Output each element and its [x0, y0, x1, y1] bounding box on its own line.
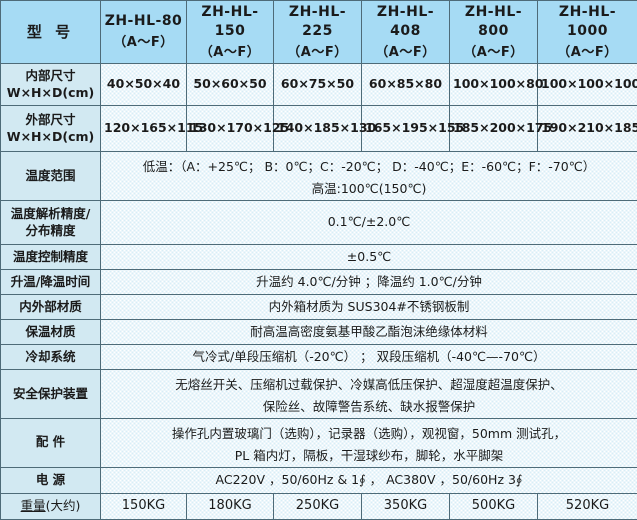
label-line-1: 外部尺寸 [4, 112, 97, 129]
temperature-range-value: 低温：（A：+25℃； B：0℃；C：-20℃； D：-40℃；E：-60℃；F… [101, 152, 637, 201]
weight-value-5: 500KG [450, 493, 538, 519]
row-label-heat-cool-time: 升温/降温时间 [1, 270, 101, 295]
weight-label-rest: (大约) [46, 498, 81, 513]
table-row-insulation-material: 保温材质 耐高温高密度氨基甲酸乙酯泡沫绝缘体材料 [1, 320, 637, 345]
cooling-system-value: 气冷式/单段压缩机（-20℃） ； 双段压缩机（-40℃—-70℃） [101, 345, 637, 370]
header-model-1: ZH-HL-80 （A～F） [101, 1, 187, 64]
model-name: ZH-HL-150 [201, 4, 258, 39]
row-label-weight: 重量(大约) [1, 493, 101, 519]
row-label-temperature-range: 温度范围 [1, 152, 101, 201]
header-model-5: ZH-HL-800 （A～F） [450, 1, 538, 64]
inner-dim-value-2: 50×60×50 [187, 64, 274, 106]
table-row-cooling-system: 冷却系统 气冷式/单段压缩机（-20℃） ； 双段压缩机（-40℃—-70℃） [1, 345, 637, 370]
temperature-resolution-value: 0.1℃/±2.0℃ [101, 201, 637, 245]
temp-range-low: 低温：（A：+25℃； B：0℃；C：-20℃； D：-40℃；E：-60℃；F… [104, 159, 634, 176]
row-label-chamber-material: 内外部材质 [1, 295, 101, 320]
table-header-row: 型 号 ZH-HL-80 （A～F） ZH-HL-150 （A～F） ZH-HL… [1, 1, 637, 64]
row-label-inner-dimension: 内部尺寸 W×H×D(cm) [1, 64, 101, 106]
accessories-line-2: PL 箱内灯，隔板，干湿球纱布，脚轮，水平脚架 [104, 448, 634, 465]
header-model-4: ZH-HL-408 （A～F） [362, 1, 450, 64]
weight-value-2: 180KG [187, 493, 274, 519]
chamber-material-value: 内外箱材质为 SUS304#不锈钢板制 [101, 295, 637, 320]
weight-value-3: 250KG [274, 493, 362, 519]
row-label-insulation-material: 保温材质 [1, 320, 101, 345]
weight-value-1: 150KG [101, 493, 187, 519]
outer-dim-value-5: 185×200×175 [450, 106, 538, 152]
model-range: （A～F） [190, 44, 270, 62]
safety-line-2: 保险丝、故障警告系统、缺水报警保护 [104, 399, 634, 416]
temp-range-high: 高温:100℃(150℃) [104, 181, 634, 198]
table-row-accessories: 配 件 操作孔内置玻璃门（选购），记录器（选购），观视窗，50mm 测试孔， P… [1, 418, 637, 467]
row-label-safety-devices: 安全保护装置 [1, 370, 101, 419]
table-row-heat-cool-time: 升温/降温时间 升温约 4.0℃/分钟 ；降温约 1.0℃/分钟 [1, 270, 637, 295]
model-range: （A～F） [453, 44, 534, 62]
table-row-power-supply: 电 源 AC220V ，50/60Hz & 1∮ ， AC380V ，50/60… [1, 467, 637, 493]
label-line-1: 内部尺寸 [4, 68, 97, 85]
inner-dim-value-3: 60×75×50 [274, 64, 362, 106]
safety-line-1: 无熔丝开关、压缩机过载保护、冷媒高低压保护、超湿度超温度保护、 [104, 377, 634, 394]
inner-dim-value-6: 100×100×100 [538, 64, 637, 106]
header-model-label: 型 号 [1, 1, 101, 64]
model-range: （A～F） [541, 44, 634, 62]
table-row-weight: 重量(大约) 150KG 180KG 250KG 350KG 500KG 520… [1, 493, 637, 519]
row-label-cooling-system: 冷却系统 [1, 345, 101, 370]
model-name: ZH-HL-408 [377, 4, 434, 39]
table-row-chamber-material: 内外部材质 内外箱材质为 SUS304#不锈钢板制 [1, 295, 637, 320]
table-row-outer-dimension: 外部尺寸 W×H×D(cm) 120×165×115 130×170×125 1… [1, 106, 637, 152]
outer-dim-value-1: 120×165×115 [101, 106, 187, 152]
table-row-temperature-resolution: 温度解析精度/ 分布精度 0.1℃/±2.0℃ [1, 201, 637, 245]
model-range: （A～F） [277, 44, 358, 62]
header-model-6: ZH-HL-1000 （A～F） [538, 1, 637, 64]
model-name: ZH-HL-800 [465, 4, 522, 39]
table-row-temperature-control: 温度控制精度 ±0.5℃ [1, 245, 637, 270]
model-range: （A～F） [365, 44, 446, 62]
safety-devices-value: 无熔丝开关、压缩机过载保护、冷媒高低压保护、超湿度超温度保护、 保险丝、故障警告… [101, 370, 637, 419]
table-row-inner-dimension: 内部尺寸 W×H×D(cm) 40×50×40 50×60×50 60×75×5… [1, 64, 637, 106]
label-line-1: 温度解析精度/ [4, 206, 97, 223]
weight-value-6: 520KG [538, 493, 637, 519]
inner-dim-value-5: 100×100×80 [450, 64, 538, 106]
model-name: ZH-HL-225 [289, 4, 346, 39]
row-label-temperature-control: 温度控制精度 [1, 245, 101, 270]
table-row-safety-devices: 安全保护装置 无熔丝开关、压缩机过载保护、冷媒高低压保护、超湿度超温度保护、 保… [1, 370, 637, 419]
temperature-control-value: ±0.5℃ [101, 245, 637, 270]
row-label-outer-dimension: 外部尺寸 W×H×D(cm) [1, 106, 101, 152]
inner-dim-value-4: 60×85×80 [362, 64, 450, 106]
heat-cool-time-value: 升温约 4.0℃/分钟 ；降温约 1.0℃/分钟 [101, 270, 637, 295]
weight-label-underlined: 重量 [21, 498, 46, 513]
header-model-3: ZH-HL-225 （A～F） [274, 1, 362, 64]
row-label-accessories: 配 件 [1, 418, 101, 467]
outer-dim-value-6: 190×210×185 [538, 106, 637, 152]
table-row-temperature-range: 温度范围 低温：（A：+25℃； B：0℃；C：-20℃； D：-40℃；E：-… [1, 152, 637, 201]
weight-value-4: 350KG [362, 493, 450, 519]
label-line-2: 分布精度 [4, 223, 97, 240]
accessories-value: 操作孔内置玻璃门（选购），记录器（选购），观视窗，50mm 测试孔， PL 箱内… [101, 418, 637, 467]
outer-dim-value-2: 130×170×125 [187, 106, 274, 152]
row-label-temperature-resolution: 温度解析精度/ 分布精度 [1, 201, 101, 245]
row-label-power-supply: 电 源 [1, 467, 101, 493]
insulation-material-value: 耐高温高密度氨基甲酸乙酯泡沫绝缘体材料 [101, 320, 637, 345]
model-range: （A～F） [104, 34, 183, 52]
label-line-2: W×H×D(cm) [4, 85, 97, 102]
label-line-2: W×H×D(cm) [4, 129, 97, 146]
header-model-2: ZH-HL-150 （A～F） [187, 1, 274, 64]
model-name: ZH-HL-1000 [559, 4, 616, 39]
accessories-line-1: 操作孔内置玻璃门（选购），记录器（选购），观视窗，50mm 测试孔， [104, 426, 634, 443]
outer-dim-value-3: 140×185×130 [274, 106, 362, 152]
inner-dim-value-1: 40×50×40 [101, 64, 187, 106]
outer-dim-value-4: 165×195×155 [362, 106, 450, 152]
model-name: ZH-HL-80 [105, 13, 183, 29]
power-supply-value: AC220V ，50/60Hz & 1∮ ， AC380V ，50/60Hz 3… [101, 467, 637, 493]
